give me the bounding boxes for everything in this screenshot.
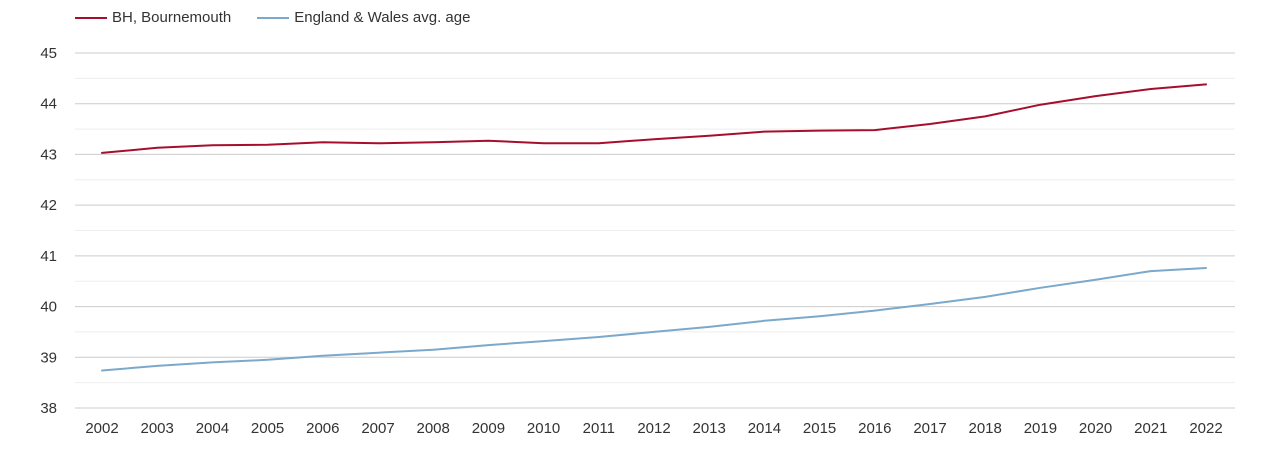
data-point: [874, 129, 876, 131]
data-point: [819, 315, 821, 317]
y-tick-label: 42: [40, 197, 57, 214]
legend-label-bournemouth: BH, Bournemouth: [112, 9, 232, 26]
data-point: [653, 331, 655, 333]
legend-swatch-england-wales: [257, 16, 290, 19]
legend-label-england-wales: England & Wales avg. age: [294, 9, 471, 26]
data-point: [432, 349, 434, 351]
y-tick-label: 39: [40, 349, 57, 366]
x-tick-label: 2003: [141, 420, 174, 437]
grid-layer: [75, 52, 1235, 409]
y-tick-label: 40: [40, 299, 57, 316]
x-tick-label: 2013: [693, 420, 726, 437]
data-point: [1205, 83, 1207, 85]
x-tick-label: 2005: [251, 420, 284, 437]
data-point: [984, 115, 986, 117]
x-tick-label: 2022: [1189, 420, 1222, 437]
x-tick-label: 2017: [913, 420, 946, 437]
legend: BH, Bournemouth England & Wales avg. age: [75, 9, 496, 26]
series-layer: [101, 83, 1207, 372]
y-tick-label: 38: [40, 400, 57, 417]
data-point: [211, 144, 213, 146]
data-point: [267, 144, 269, 146]
data-point: [874, 310, 876, 312]
data-point: [322, 355, 324, 357]
x-tick-label: 2018: [969, 420, 1002, 437]
y-tick-label: 41: [40, 248, 57, 265]
data-point: [1039, 104, 1041, 106]
axis-layer: 38 39 40 41 42 43 44 45 2002 2003 2004 2005 2006 2007…: [40, 45, 1222, 437]
data-point: [984, 296, 986, 298]
data-point: [211, 361, 213, 363]
y-tick-label: 44: [40, 96, 57, 113]
data-point: [487, 140, 489, 142]
data-point: [819, 130, 821, 132]
series-line-1: [101, 267, 1207, 372]
data-point: [1095, 95, 1097, 97]
x-tick-label: 2010: [527, 420, 560, 437]
legend-item-bournemouth[interactable]: BH, Bournemouth: [75, 9, 231, 26]
data-point: [708, 326, 710, 328]
x-tick-label: 2006: [306, 420, 339, 437]
data-point: [598, 336, 600, 338]
data-point: [1205, 267, 1207, 269]
x-tick-label: 2002: [85, 420, 118, 437]
data-point: [653, 138, 655, 140]
data-point: [101, 369, 103, 371]
y-tick-label: 43: [40, 146, 57, 163]
data-point: [708, 135, 710, 137]
data-point: [929, 123, 931, 125]
data-point: [763, 320, 765, 322]
data-point: [763, 131, 765, 133]
data-point: [156, 147, 158, 149]
x-tick-label: 2009: [472, 420, 505, 437]
x-tick-label: 2012: [637, 420, 670, 437]
data-point: [929, 303, 931, 305]
data-point: [101, 152, 103, 154]
x-tick-label: 2016: [858, 420, 891, 437]
data-point: [377, 142, 379, 144]
x-tick-label: 2014: [748, 420, 781, 437]
data-point: [1150, 88, 1152, 90]
x-tick-label: 2004: [196, 420, 229, 437]
legend-item-england-wales[interactable]: England & Wales avg. age: [257, 9, 470, 26]
data-point: [543, 340, 545, 342]
data-point: [377, 352, 379, 354]
x-tick-label: 2008: [417, 420, 450, 437]
y-tick-label: 45: [40, 45, 57, 62]
data-point: [598, 142, 600, 144]
data-point: [543, 142, 545, 144]
data-point: [156, 365, 158, 367]
x-tick-label: 2019: [1024, 420, 1057, 437]
x-tick-label: 2011: [583, 420, 615, 437]
data-point: [1039, 287, 1041, 289]
data-point: [432, 141, 434, 143]
data-point: [322, 141, 324, 143]
data-point: [1095, 279, 1097, 281]
x-tick-label: 2007: [361, 420, 394, 437]
x-tick-label: 2020: [1079, 420, 1112, 437]
series-line-0: [101, 83, 1207, 154]
data-point: [267, 359, 269, 361]
x-tick-label: 2015: [803, 420, 836, 437]
data-point: [1150, 270, 1152, 272]
x-tick-label: 2021: [1134, 420, 1167, 437]
legend-swatch-bournemouth: [75, 16, 107, 19]
data-point: [487, 344, 489, 346]
